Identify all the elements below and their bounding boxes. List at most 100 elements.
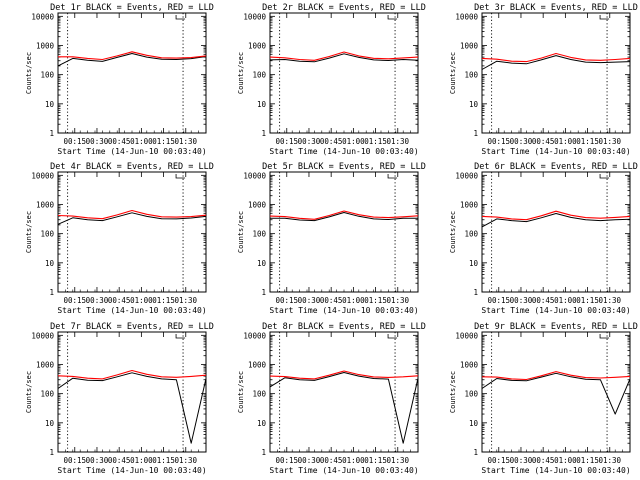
x-tick-label: 00:45	[108, 137, 131, 146]
y-axis-label: Counts/sec	[25, 371, 33, 413]
y-tick-label: 1000	[36, 41, 55, 50]
y-tick-label: 1	[473, 129, 478, 138]
bracket-mark	[175, 334, 186, 339]
y-tick-label: 10000	[31, 331, 54, 340]
x-tick-label: 00:45	[320, 296, 343, 305]
y-tick-label: 10	[469, 419, 479, 428]
x-tick-label: 01:15	[152, 456, 175, 465]
x-axis-label: Start Time (14-Jun-10 00:03:40)	[481, 147, 630, 156]
x-tick-label: 00:45	[108, 456, 131, 465]
lld-series-line	[57, 209, 207, 220]
y-tick-label: 1000	[248, 360, 267, 369]
x-tick-label: 01:30	[386, 296, 409, 305]
x-tick-label: 00:45	[320, 137, 343, 146]
x-axis-label: Start Time (14-Jun-10 00:03:40)	[481, 466, 630, 475]
x-tick-label: 01:30	[598, 456, 621, 465]
y-tick-label: 10000	[31, 12, 54, 21]
lld-series-line	[269, 51, 419, 61]
y-tick-label: 10	[469, 259, 479, 268]
events-series-line	[57, 53, 207, 67]
bracket-mark	[599, 334, 610, 339]
x-tick-label: 01:15	[364, 296, 387, 305]
x-tick-label: 01:00	[342, 296, 365, 305]
x-tick-label: 00:15	[63, 137, 86, 146]
chart-panel-1: Det 1r BLACK = Events, RED = LLD 1 10 100 10…	[25, 3, 214, 156]
lld-series-line	[58, 51, 207, 61]
x-tick-label: 00:15	[275, 296, 298, 305]
plot-frame	[57, 171, 207, 293]
panel-title: Det 4r BLACK = Events, RED = LLD	[50, 162, 214, 172]
bracket-mark	[175, 15, 186, 20]
y-tick-label: 10000	[455, 331, 478, 340]
lld-series-line	[269, 370, 419, 380]
lld-series-line	[481, 52, 631, 63]
x-tick-label: 00:30	[86, 296, 109, 305]
x-axis-label: Start Time (14-Jun-10 00:03:40)	[269, 306, 418, 315]
y-tick-label: 1	[473, 448, 478, 457]
events-series-line	[481, 213, 631, 228]
x-tick-label: 00:30	[298, 137, 321, 146]
x-tick-label: 00:45	[320, 456, 343, 465]
x-tick-label: 01:15	[364, 456, 387, 465]
panel-title: Det 2r BLACK = Events, RED = LLD	[262, 3, 426, 13]
y-tick-label: 1	[261, 448, 266, 457]
chart-panel-8: Det 8r BLACK = Events, RED = LLD 1 10 100 10…	[237, 322, 426, 475]
y-tick-label: 100	[40, 230, 54, 239]
y-tick-label: 1000	[36, 200, 55, 209]
y-tick-label: 10	[45, 419, 55, 428]
x-tick-label: 00:15	[63, 296, 86, 305]
plot-frame	[269, 12, 419, 134]
x-tick-label: 01:30	[174, 137, 197, 146]
y-tick-label: 10	[257, 419, 267, 428]
panel-title: Det 5r BLACK = Events, RED = LLD	[262, 162, 426, 172]
x-tick-label: 00:30	[298, 456, 321, 465]
lld-series-line	[57, 369, 207, 380]
x-axis-label: Start Time (14-Jun-10 00:03:40)	[269, 147, 418, 156]
x-tick-label: 00:15	[275, 137, 298, 146]
y-axis-label: Counts/sec	[25, 211, 33, 253]
x-tick-label: 00:15	[487, 137, 510, 146]
y-tick-label: 10	[257, 100, 267, 109]
y-tick-label: 100	[464, 71, 478, 80]
x-tick-label: 01:00	[130, 296, 153, 305]
y-axis-label: Counts/sec	[449, 52, 457, 94]
bracket-mark	[387, 15, 398, 20]
x-tick-label: 00:15	[487, 456, 510, 465]
y-tick-label: 10000	[243, 331, 266, 340]
x-tick-label: 00:15	[275, 456, 298, 465]
chart-panel-9: Det 9r BLACK = Events, RED = LLD 1 10 100 10…	[449, 322, 638, 475]
panel-title: Det 8r BLACK = Events, RED = LLD	[262, 322, 426, 332]
x-tick-label: 01:00	[554, 296, 577, 305]
y-tick-label: 1	[473, 288, 478, 297]
x-axis-label: Start Time (14-Jun-10 00:03:40)	[57, 306, 206, 315]
chart-panel-6: Det 6r BLACK = Events, RED = LLD 1 10 100 10…	[449, 162, 638, 315]
plot-frame	[269, 171, 419, 293]
x-tick-label: 00:30	[510, 296, 533, 305]
y-tick-label: 10	[45, 259, 55, 268]
bracket-mark	[599, 15, 610, 20]
x-tick-label: 01:30	[386, 456, 409, 465]
y-tick-label: 10000	[455, 171, 478, 180]
lld-series-line	[481, 371, 631, 381]
panel-title: Det 7r BLACK = Events, RED = LLD	[50, 322, 214, 332]
y-tick-label: 10000	[455, 12, 478, 21]
x-tick-label: 01:00	[554, 137, 577, 146]
events-series-line	[481, 372, 631, 415]
x-tick-label: 01:15	[576, 456, 599, 465]
panel-title: Det 9r BLACK = Events, RED = LLD	[474, 322, 638, 332]
plot-frame	[481, 331, 631, 453]
y-tick-label: 1	[261, 129, 266, 138]
x-tick-label: 00:30	[510, 137, 533, 146]
x-axis-label: Start Time (14-Jun-10 00:03:40)	[57, 466, 206, 475]
x-tick-label: 01:15	[364, 137, 387, 146]
bracket-mark	[175, 174, 186, 179]
x-tick-label: 01:30	[386, 137, 409, 146]
events-series-line	[269, 372, 419, 444]
x-axis-label: Start Time (14-Jun-10 00:03:40)	[269, 466, 418, 475]
y-axis-label: Counts/sec	[237, 211, 245, 253]
x-tick-label: 01:30	[598, 137, 621, 146]
x-tick-label: 01:30	[174, 296, 197, 305]
y-tick-label: 1	[49, 288, 54, 297]
y-tick-label: 1000	[460, 360, 479, 369]
